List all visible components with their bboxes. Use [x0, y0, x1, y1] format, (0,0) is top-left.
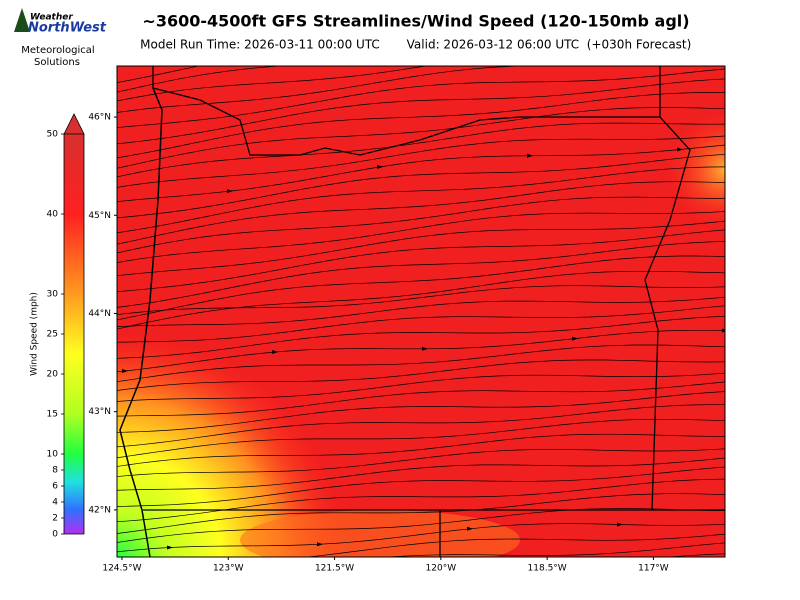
streamline — [117, 404, 725, 448]
streamline — [117, 381, 725, 417]
streamline — [117, 285, 725, 316]
streamline — [304, 533, 725, 557]
lon-tick-label: 117°W — [638, 564, 669, 574]
colorbar-tick-label: 40 — [47, 210, 59, 220]
logo-text: Weather — [30, 13, 73, 23]
colorbar-tick-label: 25 — [47, 330, 58, 340]
streamline — [117, 508, 725, 543]
streamline — [117, 457, 725, 491]
colorbar-tick-label: 8 — [52, 466, 58, 476]
colorbar: Wind Speed (mph) 0 2 4 6 8 10 15 20 25 30 40 50 — [30, 113, 85, 540]
streamline — [385, 542, 725, 557]
streamline — [117, 92, 725, 159]
streamline — [117, 144, 725, 202]
streamline — [117, 66, 428, 102]
map: 124.5°W 123°W 121.5°W 120°W 118.5°W 117°W 46°N… — [88, 65, 726, 574]
streamline — [117, 211, 725, 263]
lon-tick-label: 123°W — [213, 564, 244, 574]
colorbar-tick-label: 15 — [47, 410, 58, 420]
streamline — [117, 166, 725, 234]
lat-tick-label: 44°N — [88, 309, 111, 319]
logo-caption: Solutions — [34, 57, 80, 68]
streamline — [117, 153, 725, 219]
streamline — [117, 418, 725, 459]
lat-tick-label: 45°N — [88, 211, 111, 221]
streamline — [665, 553, 725, 557]
streamline — [117, 181, 725, 245]
colorbar-tick-label: 10 — [47, 450, 59, 460]
colorbar-fill — [64, 134, 84, 534]
valid-time: Valid: 2026-03-12 06:00 UTC (+030h Forec… — [407, 38, 692, 52]
lat-tick-label: 46°N — [88, 113, 111, 123]
logo-tree — [14, 8, 30, 32]
run-time: Model Run Time: 2026-03-11 00:00 UTC — [140, 38, 380, 52]
streamline — [117, 241, 725, 308]
streamline — [117, 478, 725, 523]
colorbar-tick-label: 6 — [52, 482, 58, 492]
lon-tick-label: 118.5°W — [528, 564, 567, 574]
streamline — [117, 66, 533, 113]
streamline — [117, 391, 725, 433]
streamline — [117, 329, 725, 373]
colorbar-tick-label: 4 — [52, 498, 58, 508]
lat-tick-label: 43°N — [88, 407, 111, 417]
state-border — [152, 66, 661, 156]
streamline — [117, 523, 725, 553]
state-border — [644, 116, 691, 511]
lon-tick-label: 121.5°W — [315, 564, 354, 574]
colorbar-tick-label: 50 — [47, 130, 59, 140]
streamline — [117, 433, 725, 467]
wind-shade — [240, 510, 520, 557]
streamline — [117, 220, 725, 277]
lat-tick-label: 42°N — [88, 505, 111, 515]
streamline — [117, 372, 725, 402]
streamline — [117, 68, 725, 128]
colorbar-label: Wind Speed (mph) — [30, 292, 40, 376]
colorbar-tick-label: 20 — [47, 370, 59, 380]
streamline — [117, 255, 725, 321]
streamline — [117, 448, 725, 477]
streamline — [117, 270, 725, 330]
streamline — [117, 466, 725, 507]
lon-tick-label: 120°W — [426, 564, 457, 574]
streamlines — [117, 66, 725, 557]
wind-field — [117, 66, 725, 557]
state-border — [143, 509, 725, 557]
streamline — [117, 66, 285, 93]
logo-caption: Meteorological — [21, 45, 94, 56]
streamline — [117, 359, 725, 391]
title: ~3600-4500ft GFS Streamlines/Wind Speed … — [142, 12, 689, 31]
colorbar-tick-label: 0 — [52, 530, 58, 540]
coastline — [119, 87, 163, 558]
streamline — [117, 122, 725, 178]
streamline — [117, 78, 725, 145]
logo-text: NorthWest — [28, 21, 107, 36]
streamline — [117, 493, 725, 534]
streamline — [117, 296, 725, 328]
colorbar-extend — [63, 113, 85, 135]
streamline — [117, 107, 725, 169]
streamline — [117, 344, 725, 383]
streamline — [117, 305, 725, 343]
colorbar-tick-label: 2 — [52, 514, 58, 524]
streamline — [117, 196, 725, 254]
streamline — [117, 135, 725, 188]
colorbar-tick-label: 30 — [47, 290, 59, 300]
map-frame — [116, 65, 726, 558]
logo: Weather NorthWest Meteorological Solutio… — [14, 8, 107, 68]
streamline — [117, 229, 725, 293]
streamline — [117, 315, 725, 359]
lon-tick-label: 124.5°W — [102, 564, 141, 574]
